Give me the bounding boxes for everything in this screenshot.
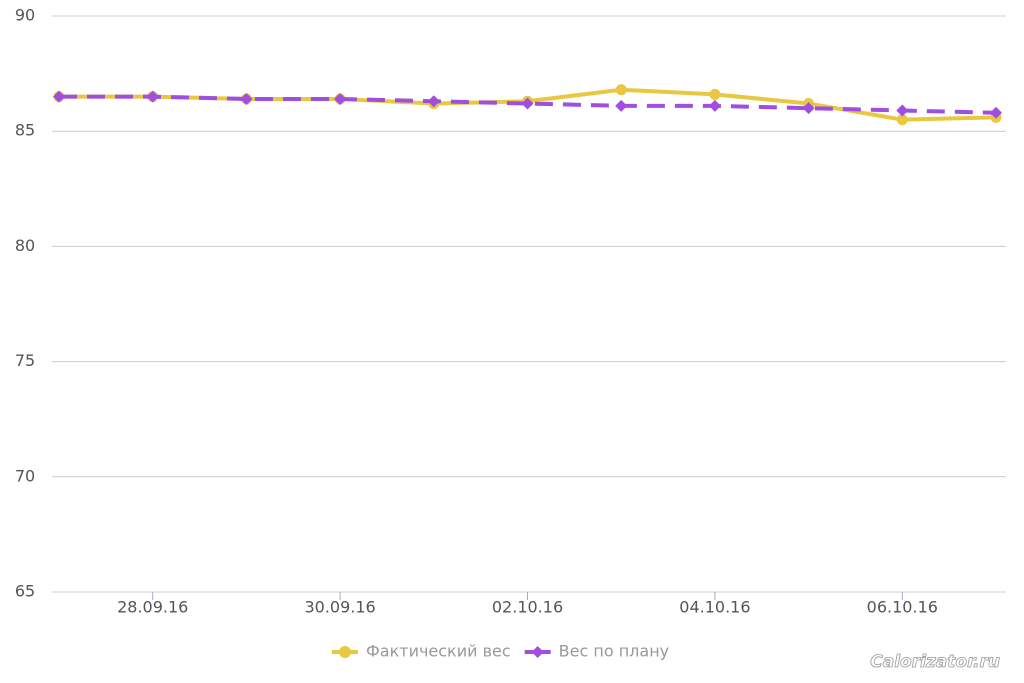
x-tick-label: 28.09.16 — [117, 598, 188, 617]
x-tick-label: 30.09.16 — [304, 598, 375, 617]
y-tick-label: 85 — [15, 121, 35, 140]
marker — [615, 84, 627, 96]
marker — [521, 97, 534, 110]
marker — [709, 88, 721, 100]
marker — [896, 104, 909, 117]
marker — [708, 99, 721, 112]
series-line — [59, 94, 997, 115]
marker — [615, 99, 628, 112]
legend-label: Фактический вес — [366, 642, 511, 661]
x-tick-label: 04.10.16 — [679, 598, 750, 617]
legend-item: Вес по плану — [524, 642, 669, 661]
y-tick-label: 80 — [15, 236, 35, 255]
legend-label: Вес по плану — [559, 642, 669, 661]
x-tick-label: 02.10.16 — [492, 598, 563, 617]
y-tick-label: 75 — [15, 351, 35, 370]
legend-marker — [531, 646, 544, 658]
marker — [427, 95, 440, 108]
legend-marker — [339, 646, 351, 658]
marker — [53, 90, 65, 103]
marker — [240, 92, 253, 105]
marker — [802, 102, 815, 115]
marker — [990, 106, 1002, 119]
marker — [146, 90, 159, 103]
legend-item: Фактический вес — [332, 642, 511, 661]
x-tick-label: 06.10.16 — [867, 598, 938, 617]
marker — [896, 114, 908, 126]
marker — [334, 92, 347, 105]
y-tick-label: 90 — [15, 6, 35, 25]
y-tick-label: 70 — [15, 466, 35, 485]
watermark: Calorizator.ru — [870, 652, 1000, 672]
y-tick-label: 65 — [15, 582, 35, 601]
